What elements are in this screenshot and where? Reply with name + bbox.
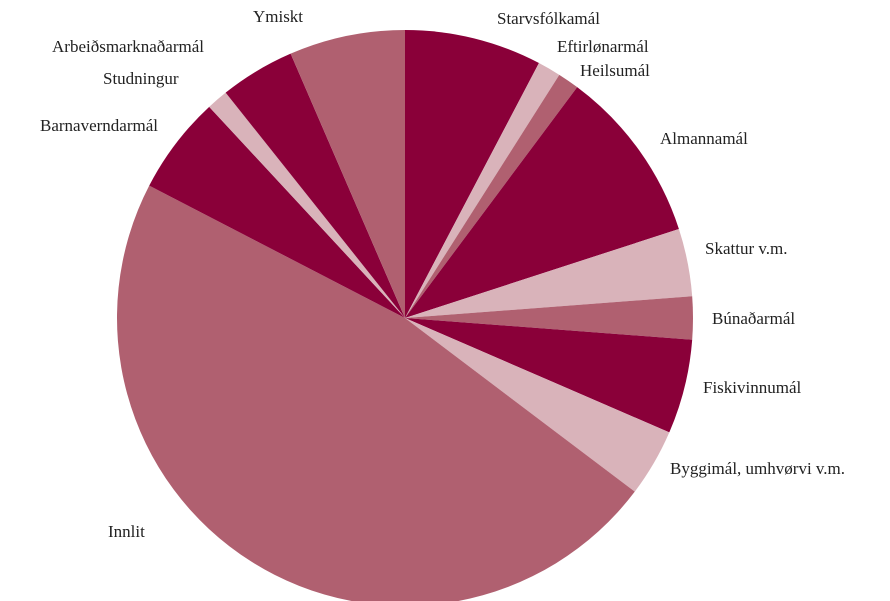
slice-label: Studningur xyxy=(103,69,179,88)
slice-label: Starvsfólkamál xyxy=(497,9,600,28)
pie-slice xyxy=(117,185,635,601)
slice-label: Fiskivinnumál xyxy=(703,378,802,397)
slice-label: Skattur v.m. xyxy=(705,239,787,258)
pie-slice xyxy=(209,92,405,318)
slice-label: Byggimál, umhvørvi v.m. xyxy=(670,459,845,478)
pie-slice xyxy=(405,318,693,433)
pie-slice xyxy=(405,74,578,318)
slice-label: Heilsumál xyxy=(580,61,650,80)
pie-slice xyxy=(290,30,405,318)
pie-slice xyxy=(149,106,405,318)
pie-slice xyxy=(405,87,679,318)
slice-label: Arbeiðsmarknaðarmál xyxy=(52,37,204,56)
slice-label: Búnaðarmál xyxy=(712,309,795,328)
slice-label: Almannamál xyxy=(660,129,748,148)
pie-slice xyxy=(405,296,693,340)
pie-slice xyxy=(225,53,405,318)
slice-label: Barnaverndarmál xyxy=(40,116,158,135)
pie-slice xyxy=(405,229,693,318)
pie-slice xyxy=(405,30,539,318)
slice-label: Ymiskt xyxy=(253,7,303,26)
slice-label: Innlit xyxy=(108,522,145,541)
pie-slice xyxy=(405,318,670,492)
slice-label: Eftirlønarmál xyxy=(557,37,649,56)
pie-slice xyxy=(405,63,560,319)
